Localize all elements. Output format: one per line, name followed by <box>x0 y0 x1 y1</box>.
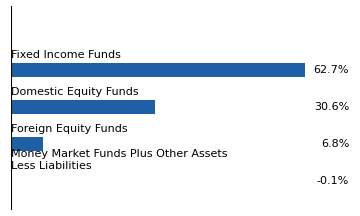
Text: Domestic Equity Funds: Domestic Equity Funds <box>11 87 139 97</box>
Text: Fixed Income Funds: Fixed Income Funds <box>11 50 121 60</box>
Text: 62.7%: 62.7% <box>314 65 349 75</box>
Text: Money Market Funds Plus Other Assets
Less Liabilities: Money Market Funds Plus Other Assets Les… <box>11 149 227 171</box>
Text: -0.1%: -0.1% <box>317 176 349 186</box>
Text: 6.8%: 6.8% <box>321 139 349 149</box>
Bar <box>11 137 43 151</box>
Text: Foreign Equity Funds: Foreign Equity Funds <box>11 124 127 134</box>
Text: 30.6%: 30.6% <box>314 102 349 112</box>
Bar <box>11 100 155 114</box>
Bar <box>11 63 306 77</box>
